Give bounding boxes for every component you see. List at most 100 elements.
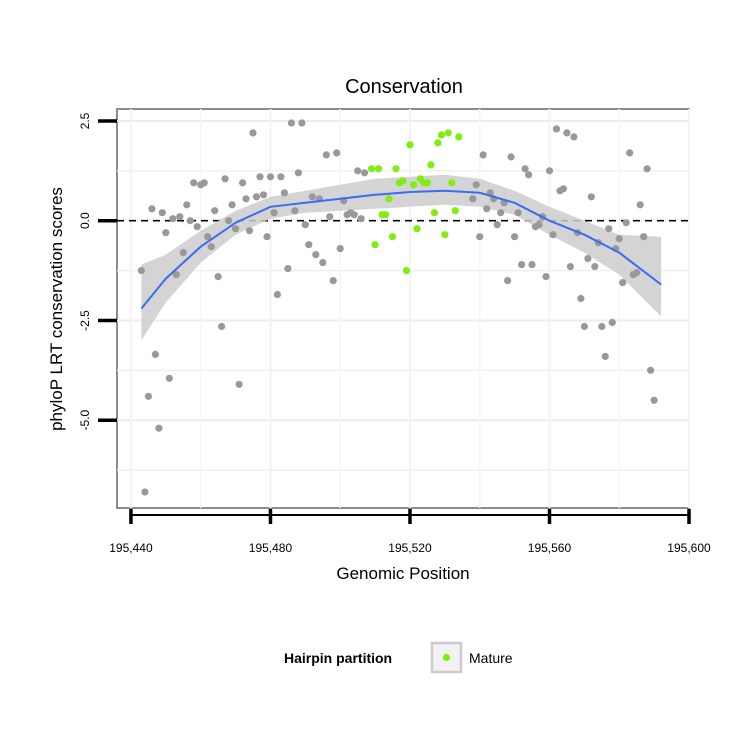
other-point bbox=[497, 209, 505, 217]
other-point bbox=[476, 233, 484, 241]
other-point bbox=[225, 217, 233, 225]
other-point bbox=[144, 392, 152, 400]
other-point bbox=[148, 205, 156, 213]
other-point bbox=[200, 179, 208, 187]
other-point bbox=[165, 374, 173, 382]
other-point bbox=[514, 209, 522, 217]
other-point bbox=[151, 350, 159, 358]
other-point bbox=[521, 165, 529, 173]
other-point bbox=[256, 173, 264, 181]
other-point bbox=[263, 233, 271, 241]
other-point bbox=[169, 215, 177, 223]
other-point bbox=[643, 165, 651, 173]
other-point bbox=[141, 488, 149, 496]
legend: Hairpin partition Mature bbox=[284, 641, 513, 674]
other-point bbox=[305, 241, 313, 249]
other-point bbox=[294, 169, 302, 177]
other-point bbox=[280, 189, 288, 197]
other-point bbox=[580, 322, 589, 331]
other-point bbox=[155, 424, 163, 432]
mature-point bbox=[413, 225, 421, 233]
mature-point bbox=[409, 181, 418, 189]
mature-point bbox=[427, 161, 435, 169]
other-point bbox=[591, 263, 599, 271]
other-point bbox=[570, 133, 578, 141]
other-point bbox=[259, 191, 268, 199]
other-point bbox=[601, 352, 609, 360]
other-point bbox=[301, 221, 309, 229]
x-tick-label: 195,480 bbox=[249, 541, 293, 555]
mature-point bbox=[437, 131, 445, 139]
x-tick-label: 195,560 bbox=[528, 541, 572, 555]
other-point bbox=[137, 267, 145, 275]
other-point bbox=[322, 151, 330, 159]
mature-point bbox=[444, 129, 452, 137]
y-tick-label: -5.0 bbox=[78, 410, 92, 431]
other-point bbox=[472, 181, 480, 189]
other-point bbox=[587, 193, 595, 201]
other-point bbox=[626, 149, 634, 157]
mature-point bbox=[451, 207, 459, 215]
legend-title: Hairpin partition bbox=[284, 650, 392, 666]
other-point bbox=[605, 225, 613, 233]
other-point bbox=[640, 233, 648, 241]
other-point bbox=[158, 209, 166, 217]
chart-title: Conservation bbox=[345, 76, 463, 98]
other-point bbox=[214, 273, 222, 281]
other-point bbox=[357, 215, 365, 223]
smooth-line bbox=[140, 189, 662, 310]
other-point bbox=[598, 322, 606, 331]
other-point bbox=[622, 219, 630, 227]
mature-point bbox=[448, 179, 456, 187]
other-point bbox=[525, 171, 533, 179]
mature-point bbox=[406, 141, 414, 149]
x-tick-label: 195,440 bbox=[109, 541, 153, 555]
mature-point bbox=[455, 133, 463, 141]
other-point bbox=[615, 235, 623, 243]
other-point bbox=[291, 207, 299, 215]
other-point bbox=[186, 217, 194, 225]
y-axis: 2.5 0.0 -2.5 -5.0 bbox=[78, 112, 117, 431]
other-point bbox=[563, 129, 571, 137]
other-point bbox=[172, 271, 180, 279]
y-tick-label: -2.5 bbox=[78, 310, 92, 331]
other-point bbox=[298, 119, 306, 127]
mature-point bbox=[371, 241, 379, 249]
other-point bbox=[608, 318, 616, 327]
other-point bbox=[308, 193, 316, 201]
other-point bbox=[636, 201, 644, 209]
x-axis: 195,440 195,480 195,520 195,560 195,600 bbox=[109, 509, 711, 555]
mature-point bbox=[392, 165, 400, 173]
mature-point bbox=[441, 231, 449, 239]
y-tick-label: 2.5 bbox=[78, 112, 92, 129]
grid-lines bbox=[117, 109, 690, 508]
mature-point bbox=[402, 267, 411, 275]
other-point bbox=[287, 119, 295, 127]
other-point bbox=[650, 396, 658, 404]
mature-point bbox=[368, 165, 376, 173]
other-point bbox=[193, 223, 201, 231]
other-point bbox=[361, 169, 369, 177]
other-point bbox=[266, 173, 275, 181]
other-point bbox=[633, 269, 641, 277]
other-point bbox=[333, 149, 341, 157]
other-point bbox=[479, 151, 487, 159]
mature-point bbox=[423, 179, 431, 187]
smooth-line-layer bbox=[140, 189, 662, 310]
other-point bbox=[249, 129, 257, 137]
other-point bbox=[284, 265, 292, 273]
other-point bbox=[483, 205, 491, 213]
other-point bbox=[535, 221, 543, 229]
other-point bbox=[584, 255, 592, 263]
other-point bbox=[504, 277, 512, 285]
other-point bbox=[552, 125, 561, 133]
x-tick-label: 195,520 bbox=[388, 541, 432, 555]
other-point bbox=[577, 294, 585, 303]
legend-label-mature: Mature bbox=[469, 650, 513, 666]
other-point bbox=[647, 366, 655, 374]
other-point bbox=[204, 233, 212, 241]
other-point bbox=[218, 322, 226, 331]
other-point bbox=[232, 225, 240, 233]
other-point bbox=[329, 277, 337, 285]
